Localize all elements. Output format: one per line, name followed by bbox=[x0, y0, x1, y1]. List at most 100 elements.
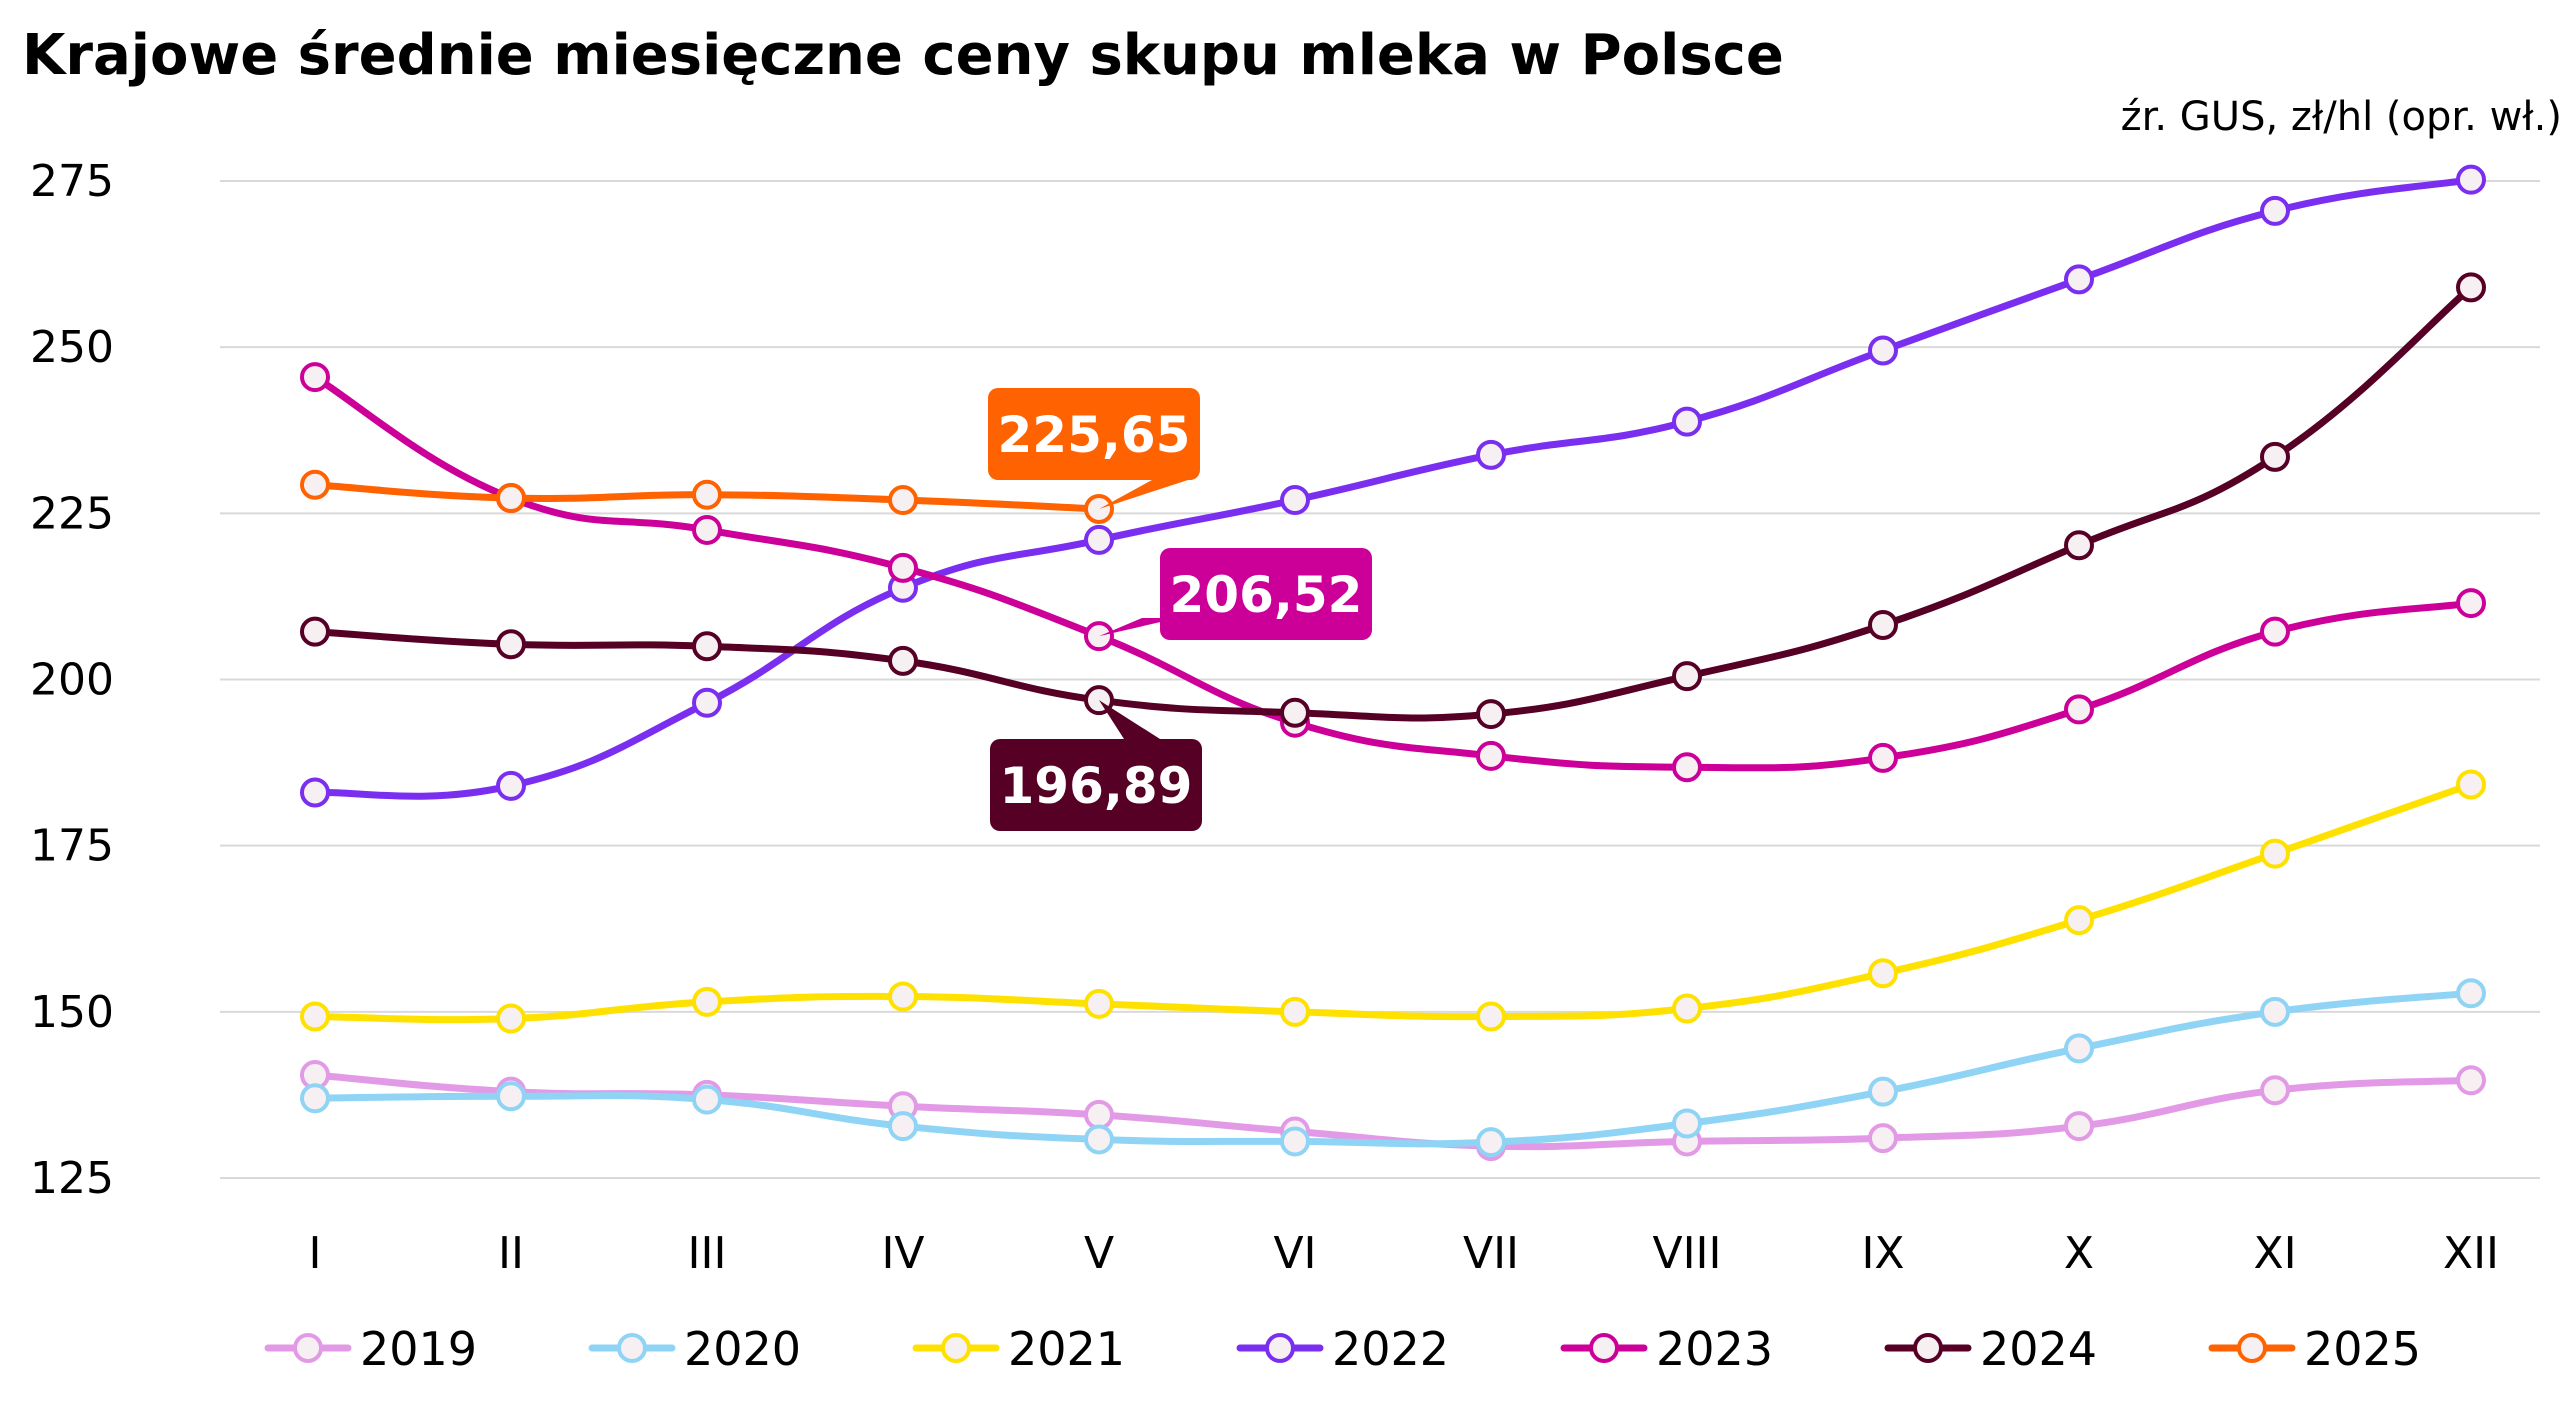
data-point-2020-VIII bbox=[1672, 1108, 1702, 1139]
data-point-2023-I bbox=[300, 362, 330, 393]
data-point-2020-XII bbox=[2456, 978, 2486, 1009]
x-tick-label: V bbox=[1084, 1228, 1114, 1279]
data-point-2020-II bbox=[496, 1081, 526, 1112]
data-point-2022-XII bbox=[2456, 164, 2486, 195]
callout-pointer-2024 bbox=[1099, 700, 1160, 739]
x-tick-label: VII bbox=[1463, 1228, 1519, 1279]
data-point-2022-VIII bbox=[1672, 406, 1702, 437]
data-point-2025-III bbox=[692, 479, 722, 510]
series-line-2023 bbox=[311, 373, 2475, 772]
data-point-2023-IX bbox=[1868, 742, 1898, 773]
legend-item-2019: 2019 bbox=[264, 1322, 477, 1376]
data-point-2023-XI bbox=[2260, 616, 2290, 647]
legend-item-2020: 2020 bbox=[588, 1322, 801, 1376]
data-point-2021-I bbox=[300, 1001, 330, 1032]
data-point-2019-XII bbox=[2456, 1065, 2486, 1096]
unit-note: źr. GUS, zł/hl (opr. wł.) bbox=[2121, 94, 2562, 140]
data-point-2022-II bbox=[496, 770, 526, 801]
data-point-2019-X bbox=[2064, 1111, 2094, 1142]
callout-label-2024: 196,89 bbox=[1000, 757, 1193, 815]
series-line-2019 bbox=[311, 1071, 2475, 1151]
legend-swatch-marker-2024 bbox=[1913, 1333, 1943, 1363]
legend-swatch-marker-2020 bbox=[617, 1333, 647, 1363]
data-point-2020-VII bbox=[1476, 1127, 1506, 1158]
data-point-2020-VI bbox=[1280, 1126, 1310, 1157]
data-point-2020-X bbox=[2064, 1033, 2094, 1064]
x-tick-label: VIII bbox=[1652, 1228, 1721, 1279]
data-point-2025-I bbox=[300, 469, 330, 500]
x-tick-label: III bbox=[688, 1228, 727, 1279]
data-point-2020-I bbox=[300, 1083, 330, 1114]
data-point-2024-XII bbox=[2456, 272, 2486, 303]
data-point-2021-VII bbox=[1476, 1001, 1506, 1032]
data-point-2024-IX bbox=[1868, 609, 1898, 640]
data-point-2024-VII bbox=[1476, 699, 1506, 730]
series-line-2020 bbox=[311, 989, 2475, 1148]
legend-swatch-marker-2023 bbox=[1589, 1333, 1619, 1363]
data-point-2021-II bbox=[496, 1003, 526, 1034]
series-layer bbox=[300, 164, 2486, 1162]
data-point-2020-IV bbox=[888, 1111, 918, 1142]
data-point-2023-IV bbox=[888, 552, 918, 583]
legend-swatch-marker-2025 bbox=[2237, 1333, 2267, 1363]
callout-label-2023: 206,52 bbox=[1170, 566, 1363, 624]
legend-label-2024: 2024 bbox=[1980, 1322, 2097, 1376]
callout-pointer-2025 bbox=[1099, 480, 1188, 510]
x-tick-label: X bbox=[2064, 1228, 2094, 1279]
legend-label-2020: 2020 bbox=[684, 1322, 801, 1376]
callout-box-2024 bbox=[990, 739, 1202, 831]
callout-box-2023 bbox=[1160, 548, 1372, 640]
y-tick-label: 275 bbox=[30, 156, 114, 207]
series-2022 bbox=[300, 164, 2486, 808]
data-point-2022-XI bbox=[2260, 195, 2290, 226]
legend-label-2022: 2022 bbox=[1332, 1322, 1449, 1376]
data-point-2024-X bbox=[2064, 530, 2094, 561]
legend-swatch-marker-2021 bbox=[941, 1333, 971, 1363]
data-point-2021-XI bbox=[2260, 838, 2290, 869]
y-tick-label: 250 bbox=[30, 322, 114, 373]
callout-pointer-2023 bbox=[1099, 618, 1178, 637]
y-tick-label: 125 bbox=[30, 1153, 114, 1204]
data-point-2023-XII bbox=[2456, 588, 2486, 619]
series-2023 bbox=[300, 362, 2486, 783]
data-point-2021-X bbox=[2064, 905, 2094, 936]
data-point-2022-VI bbox=[1280, 485, 1310, 516]
callout-2023: 206,52 bbox=[1099, 548, 1372, 640]
series-line-2022 bbox=[311, 176, 2475, 800]
series-2025 bbox=[300, 469, 1114, 525]
data-point-2024-IV bbox=[888, 645, 918, 676]
data-point-2024-XI bbox=[2260, 441, 2290, 472]
y-tick-label: 200 bbox=[30, 655, 114, 706]
series-2021 bbox=[300, 769, 2486, 1034]
data-point-2024-III bbox=[692, 631, 722, 662]
x-tick-label: VI bbox=[1273, 1228, 1316, 1279]
data-point-2023-VIII bbox=[1672, 752, 1702, 783]
x-tick-label: IX bbox=[1861, 1228, 1904, 1279]
data-point-2022-I bbox=[300, 777, 330, 808]
legend-item-2024: 2024 bbox=[1884, 1322, 2097, 1376]
callout-label-2025: 225,65 bbox=[998, 406, 1191, 464]
data-point-2021-III bbox=[692, 986, 722, 1017]
y-tick-label: 150 bbox=[30, 987, 114, 1038]
callouts: 225,65 206,52 196,89 bbox=[988, 388, 1372, 831]
legend-swatch-marker-2022 bbox=[1265, 1333, 1295, 1363]
data-point-2025-II bbox=[496, 483, 526, 514]
legend-item-2022: 2022 bbox=[1236, 1322, 1449, 1376]
data-point-2024-VIII bbox=[1672, 661, 1702, 692]
data-point-2020-XI bbox=[2260, 996, 2290, 1027]
legend-label-2023: 2023 bbox=[1656, 1322, 1773, 1376]
data-point-2019-IX bbox=[1868, 1123, 1898, 1154]
data-point-2022-IX bbox=[1868, 335, 1898, 366]
callout-2025: 225,65 bbox=[988, 388, 1200, 510]
legend-item-2021: 2021 bbox=[912, 1322, 1125, 1376]
data-point-2021-VI bbox=[1280, 996, 1310, 1027]
data-point-2023-VII bbox=[1476, 740, 1506, 771]
legend-label-2025: 2025 bbox=[2304, 1322, 2421, 1376]
data-point-2021-V bbox=[1084, 988, 1114, 1019]
legend-item-2025: 2025 bbox=[2208, 1322, 2421, 1376]
data-point-2024-I bbox=[300, 616, 330, 647]
data-point-2024-II bbox=[496, 629, 526, 660]
data-point-2021-XII bbox=[2456, 769, 2486, 800]
legend-item-2023: 2023 bbox=[1560, 1322, 1773, 1376]
